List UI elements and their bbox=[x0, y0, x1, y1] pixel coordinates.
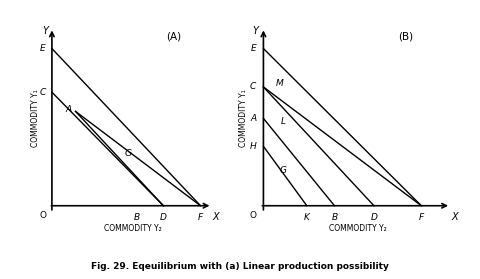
Text: D: D bbox=[371, 213, 377, 222]
Text: E: E bbox=[250, 44, 256, 53]
Text: O: O bbox=[39, 211, 46, 220]
Text: A: A bbox=[250, 114, 256, 123]
Text: G: G bbox=[124, 149, 132, 158]
Text: A: A bbox=[66, 105, 72, 114]
Text: E: E bbox=[40, 44, 46, 53]
Text: B: B bbox=[331, 213, 337, 222]
Text: F: F bbox=[419, 213, 424, 222]
Text: COMMODITY Y₂: COMMODITY Y₂ bbox=[104, 224, 162, 233]
Text: Y: Y bbox=[252, 26, 259, 36]
Text: C: C bbox=[39, 88, 46, 97]
Text: Y: Y bbox=[42, 26, 48, 36]
Text: H: H bbox=[250, 142, 256, 151]
Text: (B): (B) bbox=[398, 31, 413, 41]
Text: D: D bbox=[160, 213, 167, 222]
Text: B: B bbox=[133, 213, 139, 222]
Text: G: G bbox=[280, 166, 287, 175]
Text: F: F bbox=[198, 213, 203, 222]
Text: K: K bbox=[304, 213, 310, 222]
Text: Fig. 29. Eqeuilibrium with (a) Linear production possibility: Fig. 29. Eqeuilibrium with (a) Linear pr… bbox=[91, 262, 389, 271]
Text: X: X bbox=[213, 212, 219, 222]
Text: C: C bbox=[250, 83, 256, 92]
Text: X: X bbox=[452, 212, 458, 222]
Text: COMMODITY Y₂: COMMODITY Y₂ bbox=[329, 224, 387, 233]
Text: M: M bbox=[276, 79, 283, 88]
Text: (A): (A) bbox=[166, 31, 181, 41]
Text: COMMODITY Y₁: COMMODITY Y₁ bbox=[31, 90, 39, 147]
Text: COMMODITY Y₁: COMMODITY Y₁ bbox=[239, 90, 248, 147]
Text: L: L bbox=[281, 117, 286, 126]
Text: O: O bbox=[250, 211, 257, 220]
